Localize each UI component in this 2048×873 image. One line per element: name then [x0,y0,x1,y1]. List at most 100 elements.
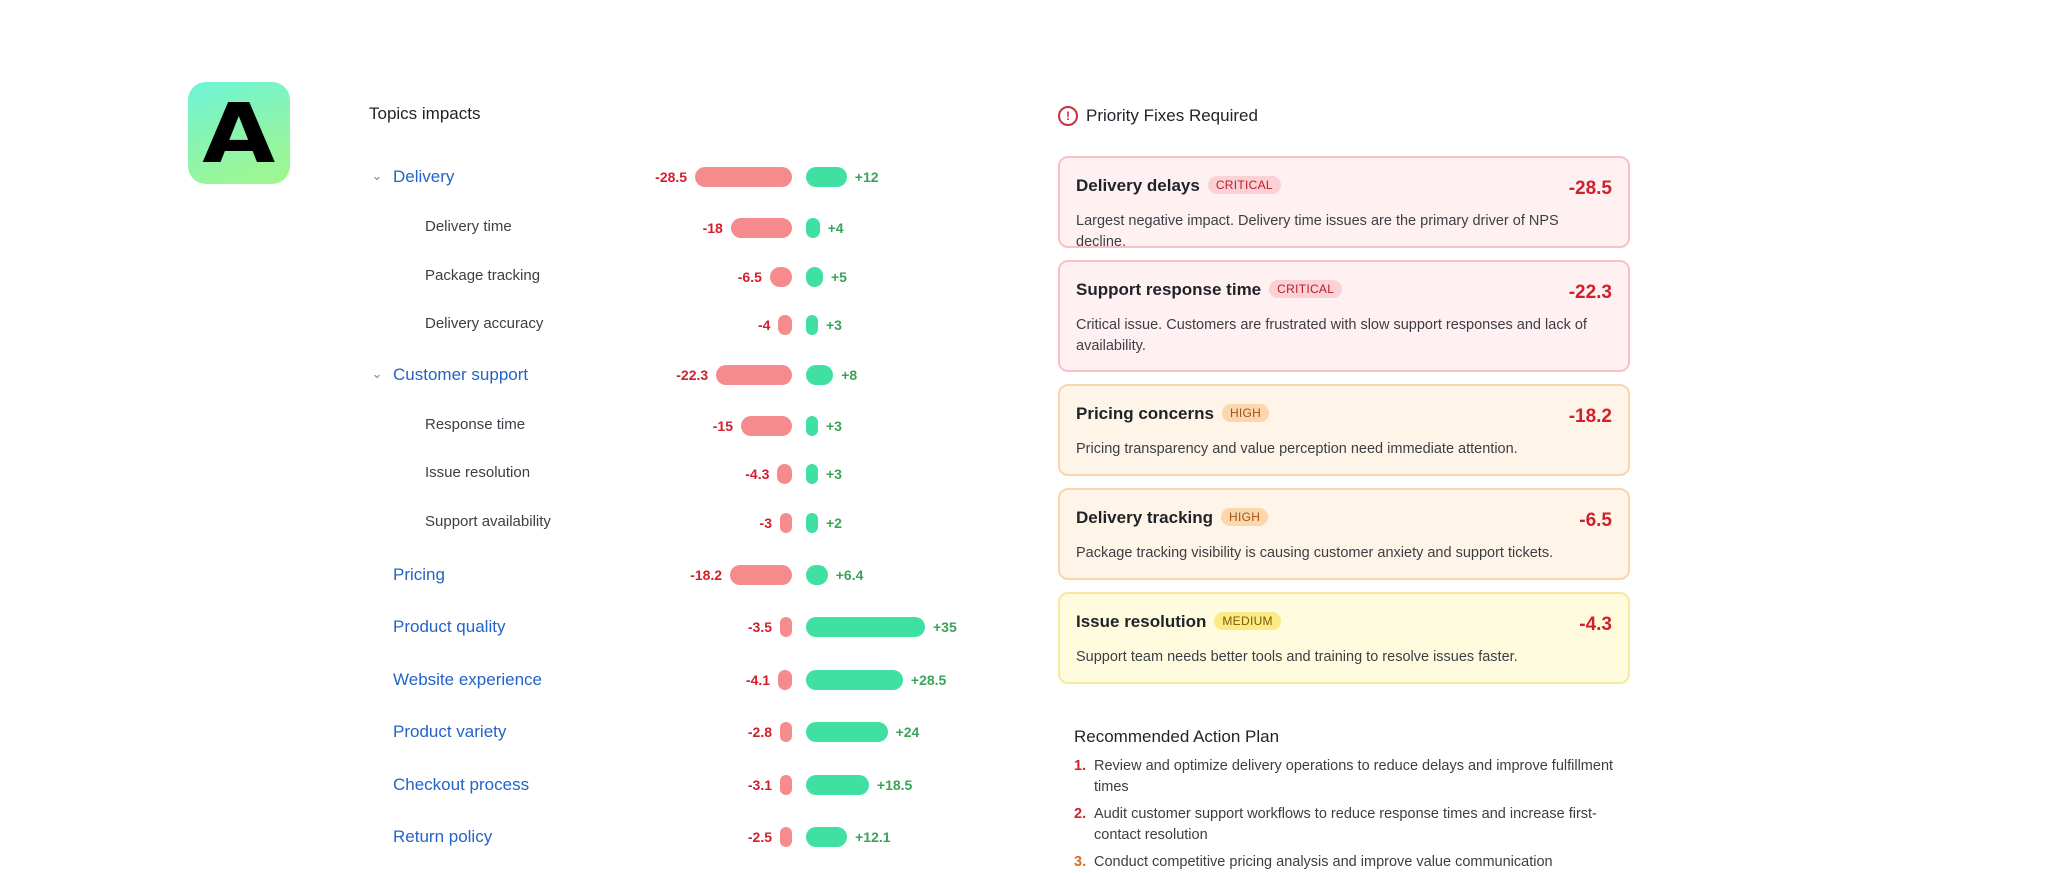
topic-label: Issue resolution [425,464,531,481]
priority-card-title-text: Support response time [1076,280,1262,299]
priority-title: Priority Fixes Required [1086,106,1258,125]
topic-label[interactable]: Product variety [393,722,507,741]
positive-impact-bar [806,167,847,187]
topic-row: Website experience -4.1 +28.5 [369,665,1009,695]
chevron-down-icon[interactable]: ⌄ [371,168,383,183]
priority-card-description: Support team needs better tools and trai… [1076,649,1518,665]
topic-row: Delivery accuracy -4 +3 [369,310,1009,340]
negative-impact-value: -4 [757,317,771,333]
topic-label[interactable]: Website experience [393,670,542,689]
negative-impact-bar [730,218,792,238]
severity-badge: MEDIUM [1214,612,1281,630]
topic-row: Response time -15 +3 [369,411,1009,441]
negative-impact-bar [778,315,792,335]
action-plan-item-text: Audit customer support workflows to redu… [1094,806,1597,843]
positive-impact-bar [806,722,888,742]
positive-impact-value: +5 [831,269,847,285]
priority-card-title: Issue resolution MEDIUM [1076,612,1281,632]
priority-card[interactable]: Pricing concerns HIGH -18.2 Pricing transpa… [1058,384,1630,476]
action-plan-title: Recommended Action Plan [1074,727,1280,746]
negative-impact-value: -2.5 [747,829,772,845]
topic-row: Pricing -18.2 +6.4 [369,560,1009,590]
priority-card-title-text: Issue resolution [1076,612,1207,631]
negative-impact-bar [780,722,792,742]
negative-impact-bar [780,827,792,847]
priority-card-description: Pricing transparency and value perceptio… [1076,441,1518,457]
priority-card-title-text: Pricing concerns [1076,404,1214,423]
positive-impact-bar [806,365,834,385]
topic-label[interactable]: Return policy [393,827,493,846]
negative-impact-bar [780,513,792,533]
action-plan-item-text: Conduct competitive pricing analysis and… [1094,854,1553,870]
topic-row: Delivery time -18 +4 [369,213,1009,243]
negative-impact-value: -3.1 [747,777,772,793]
negative-impact-value: -3 [759,515,772,531]
topic-label: Response time [425,416,526,433]
positive-impact-value: +4 [827,220,844,236]
alert-circle-icon: ! [1058,106,1078,126]
priority-card-description: Largest negative impact. Delivery time i… [1076,213,1559,250]
negative-impact-value: -3.5 [747,619,772,635]
action-plan-item-number: 1. [1074,758,1087,774]
app-logo: A [188,82,290,184]
priority-card[interactable]: Issue resolution MEDIUM -4.3 Support team n… [1058,592,1630,684]
positive-impact-bar [806,565,828,585]
positive-impact-bar [806,218,820,238]
positive-impact-value: +3 [826,317,842,333]
positive-impact-value: +12 [854,169,879,185]
topic-row[interactable]: ⌄ Delivery -28.5 +12 [369,162,1009,192]
topics-impacts-title: Topics impacts [369,104,481,123]
topic-label[interactable]: Pricing [393,565,445,584]
priority-card-description: Package tracking visibility is causing c… [1076,545,1554,561]
topic-label: Package tracking [425,267,541,284]
negative-impact-bar [780,775,792,795]
severity-badge: HIGH [1221,404,1270,422]
priority-card[interactable]: Delivery delays CRITICAL -28.5 Largest nega… [1058,156,1630,250]
topic-label[interactable]: Delivery [393,167,455,186]
negative-impact-bar [695,167,792,187]
positive-impact-bar [806,513,818,533]
action-plan-item-number: 2. [1074,806,1087,822]
positive-impact-bar [806,267,823,287]
action-plan-item-text: Review and optimize delivery operations … [1094,758,1614,795]
positive-impact-bar [806,464,818,484]
priority-card-score: -4.3 [1579,614,1612,635]
negative-impact-value: -18 [702,220,723,236]
positive-impact-value: +35 [933,619,957,635]
positive-impact-value: +18.5 [876,777,913,793]
severity-badge: CRITICAL [1207,176,1281,194]
topic-row[interactable]: ⌄ Customer support -22.3 +8 [369,360,1009,390]
priority-card-description: Critical issue. Customers are frustrated… [1076,317,1587,354]
positive-impact-bar [806,416,818,436]
priority-card-title: Support response time CRITICAL [1076,280,1343,300]
negative-impact-bar [716,365,792,385]
priority-card[interactable]: Support response time CRITICAL -22.3 Critic… [1058,260,1630,372]
negative-impact-bar [730,565,792,585]
priority-card-score: -28.5 [1568,178,1612,199]
negative-impact-value: -15 [712,418,733,434]
topic-row: Checkout process -3.1 +18.5 [369,770,1009,800]
topic-row: Issue resolution -4.3 +3 [369,459,1009,489]
negative-impact-bar [780,617,792,637]
negative-impact-value: -4.1 [745,672,771,688]
negative-impact-value: -2.8 [747,724,772,740]
severity-badge: HIGH [1221,508,1269,526]
positive-impact-bar [806,827,848,847]
topic-label: Support availability [425,513,551,530]
chevron-down-icon[interactable]: ⌄ [371,366,383,381]
priority-card-score: -22.3 [1568,282,1612,303]
positive-impact-value: +8 [841,367,858,383]
topic-label[interactable]: Product quality [393,617,506,636]
priority-card[interactable]: Delivery tracking HIGH -6.5 Package trackin… [1058,488,1630,580]
topic-label[interactable]: Customer support [393,365,529,384]
topic-label: Delivery accuracy [425,315,544,332]
topic-label: Delivery time [425,218,512,235]
positive-impact-value: +6.4 [835,567,864,583]
negative-impact-bar [769,267,792,287]
app-logo-letter: A [202,87,276,182]
positive-impact-value: +24 [895,724,920,740]
negative-impact-bar [777,464,792,484]
topic-label[interactable]: Checkout process [393,775,530,794]
positive-impact-value: +3 [826,466,842,482]
negative-impact-bar [741,416,792,436]
